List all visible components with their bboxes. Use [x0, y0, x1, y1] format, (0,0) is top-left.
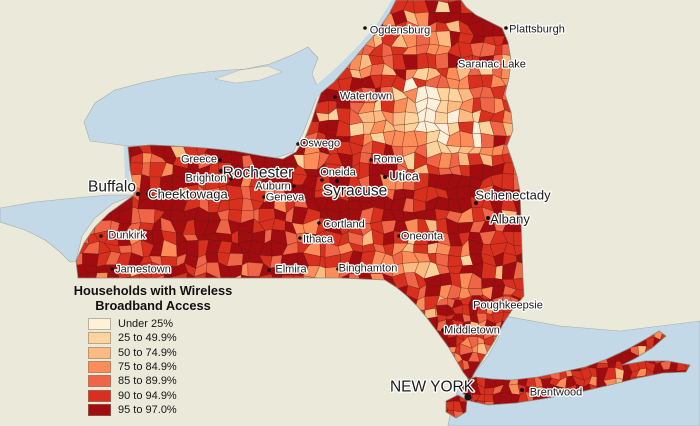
city-label: Brentwood — [530, 387, 583, 399]
city-dot — [369, 158, 373, 162]
city-label: Geneva — [266, 192, 305, 204]
city-label: Auburn — [255, 181, 290, 193]
city-label: Greece — [181, 154, 217, 166]
city-label: Cheektowaga — [148, 186, 228, 201]
city-label: Schenectady — [475, 187, 551, 202]
city-dot — [292, 184, 296, 188]
city-dot — [146, 192, 150, 196]
city-dot — [504, 26, 508, 30]
city-dot — [110, 267, 114, 271]
city-dot — [363, 26, 367, 30]
city-dot — [472, 304, 476, 308]
city-dot — [99, 234, 103, 238]
lake — [0, 194, 135, 263]
city-dot — [464, 393, 472, 401]
city-label: Saranac Lake — [458, 59, 526, 71]
city-label: Jamestown — [115, 264, 171, 276]
city-dot — [296, 142, 300, 146]
city-label: Albany — [490, 211, 530, 226]
niagara-river — [123, 145, 131, 193]
city-label: Rome — [373, 154, 402, 166]
city-label: Syracuse — [323, 182, 388, 199]
city-label: Middletown — [444, 325, 500, 337]
city-dot — [486, 216, 490, 220]
city-dot — [262, 195, 266, 199]
lake — [83, 46, 320, 159]
city-dot — [229, 177, 233, 181]
state-outline — [75, 0, 691, 419]
city-label: Ogdensburg — [370, 25, 431, 37]
city-label: Poughkeepsie — [473, 300, 543, 312]
city-dot — [320, 178, 324, 182]
city-label: Binghamton — [339, 263, 398, 275]
city-dot — [298, 236, 302, 240]
city-label: Dunkirk — [108, 230, 146, 242]
state-border — [75, 0, 525, 382]
city-label: Watertown — [340, 91, 392, 103]
city-dot — [135, 191, 141, 197]
state-border — [460, 330, 691, 406]
city-label: Oneida — [320, 167, 356, 179]
city-dot — [334, 178, 340, 184]
city-label: Buffalo — [88, 178, 136, 195]
city-dot — [383, 175, 387, 179]
city-dot — [441, 328, 445, 332]
city-dot — [520, 388, 524, 392]
city-dot — [267, 268, 271, 272]
city-label: Rochester — [223, 164, 294, 181]
city-label: Plattsburgh — [509, 24, 565, 36]
city-dot — [317, 221, 321, 225]
city-dot — [218, 168, 224, 174]
city-dot — [333, 95, 337, 99]
city-dot — [218, 158, 222, 162]
city-labels: Ogdensburg Plattsburgh Saranac Lake Waterto… — [87, 22, 584, 401]
ontario-peninsula — [214, 65, 283, 84]
city-label: Brighton — [186, 173, 227, 185]
city-dot — [456, 63, 460, 67]
city-label: Oswego — [300, 138, 340, 150]
state-border — [445, 394, 468, 419]
city-label: Ithaca — [303, 234, 334, 246]
city-label: NEW YORK — [390, 378, 475, 395]
city-label: Cortland — [323, 219, 365, 231]
city-label: Utica — [389, 168, 419, 183]
city-dot — [474, 201, 478, 205]
city-dot — [397, 234, 401, 238]
city-label: Oneonta — [401, 231, 444, 243]
city-dot — [336, 267, 340, 271]
city-label: Elmira — [275, 264, 307, 276]
